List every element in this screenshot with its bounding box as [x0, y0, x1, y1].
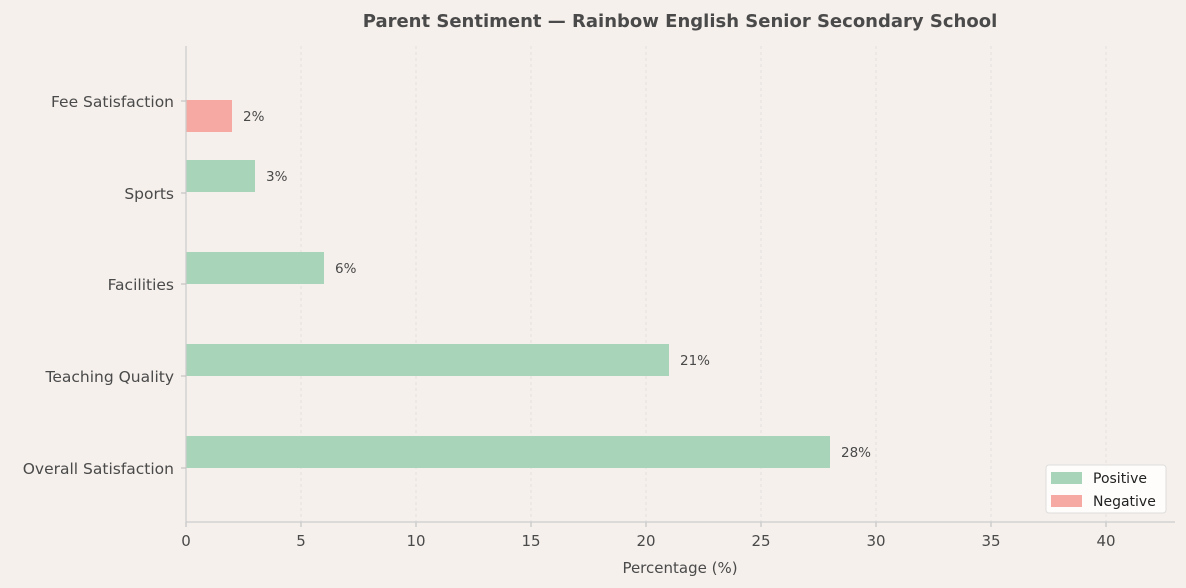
data-label: 6%: [335, 261, 357, 277]
x-tick-label: 30: [866, 532, 885, 550]
x-tick-label: 5: [296, 532, 306, 550]
bar-positive: [186, 344, 669, 376]
legend-swatch-negative: [1051, 495, 1082, 507]
category-label: Facilities: [108, 276, 174, 294]
bars: 28% 21% 6% 3% 2%: [186, 100, 871, 468]
legend-label: Positive: [1093, 471, 1147, 487]
x-tick-label: 15: [521, 532, 540, 550]
legend-label: Negative: [1093, 494, 1156, 510]
x-tick-label: 35: [981, 532, 1000, 550]
legend-swatch-positive: [1051, 472, 1082, 484]
x-tick-label: 25: [751, 532, 770, 550]
legend: Positive Negative: [1045, 464, 1167, 514]
x-tick-label: 20: [636, 532, 655, 550]
data-label: 21%: [680, 353, 710, 369]
bar-positive: [186, 160, 255, 192]
category-label: Teaching Quality: [45, 368, 175, 386]
bar-positive: [186, 252, 324, 284]
category-label: Sports: [124, 185, 174, 203]
x-tick-label: 10: [406, 532, 425, 550]
category-label: Fee Satisfaction: [51, 93, 174, 111]
chart-title: Parent Sentiment — Rainbow English Senio…: [363, 11, 998, 32]
data-label: 2%: [243, 109, 265, 125]
bar-positive: [186, 436, 830, 468]
category-label: Overall Satisfaction: [23, 460, 174, 478]
data-label: 3%: [266, 169, 288, 185]
x-tick-label: 0: [181, 532, 191, 550]
data-label: 28%: [841, 445, 871, 461]
x-axis-title: Percentage (%): [622, 559, 737, 577]
axes: 0 5 10 15 20 25 30 35 40 Overall Satisfaction Teac…: [23, 46, 1175, 550]
bar-negative: [186, 100, 232, 132]
x-tick-label: 40: [1096, 532, 1115, 550]
